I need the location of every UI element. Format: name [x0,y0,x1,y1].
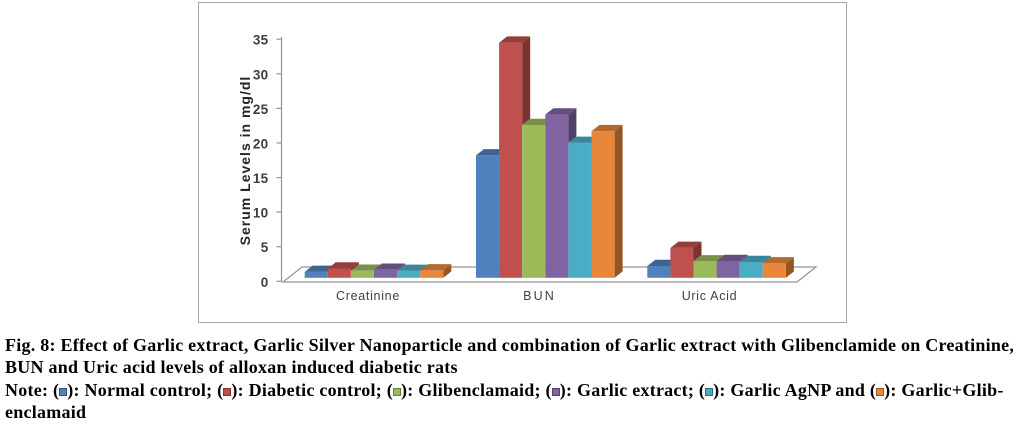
svg-text:15: 15 [253,171,269,186]
svg-text:20: 20 [253,137,269,152]
svg-text:25: 25 [253,102,269,117]
svg-text:Serum Levels in mg/dl: Serum Levels in mg/dl [237,76,253,246]
svg-text:0: 0 [261,275,269,290]
svg-text:Creatinine: Creatinine [336,289,400,303]
svg-text:35: 35 [253,33,269,48]
svg-text:30: 30 [253,67,269,82]
svg-text:5: 5 [261,240,269,255]
svg-text:Uric Acid: Uric Acid [682,289,738,303]
svg-text:BUN: BUN [523,289,556,303]
svg-text:10: 10 [253,206,269,221]
